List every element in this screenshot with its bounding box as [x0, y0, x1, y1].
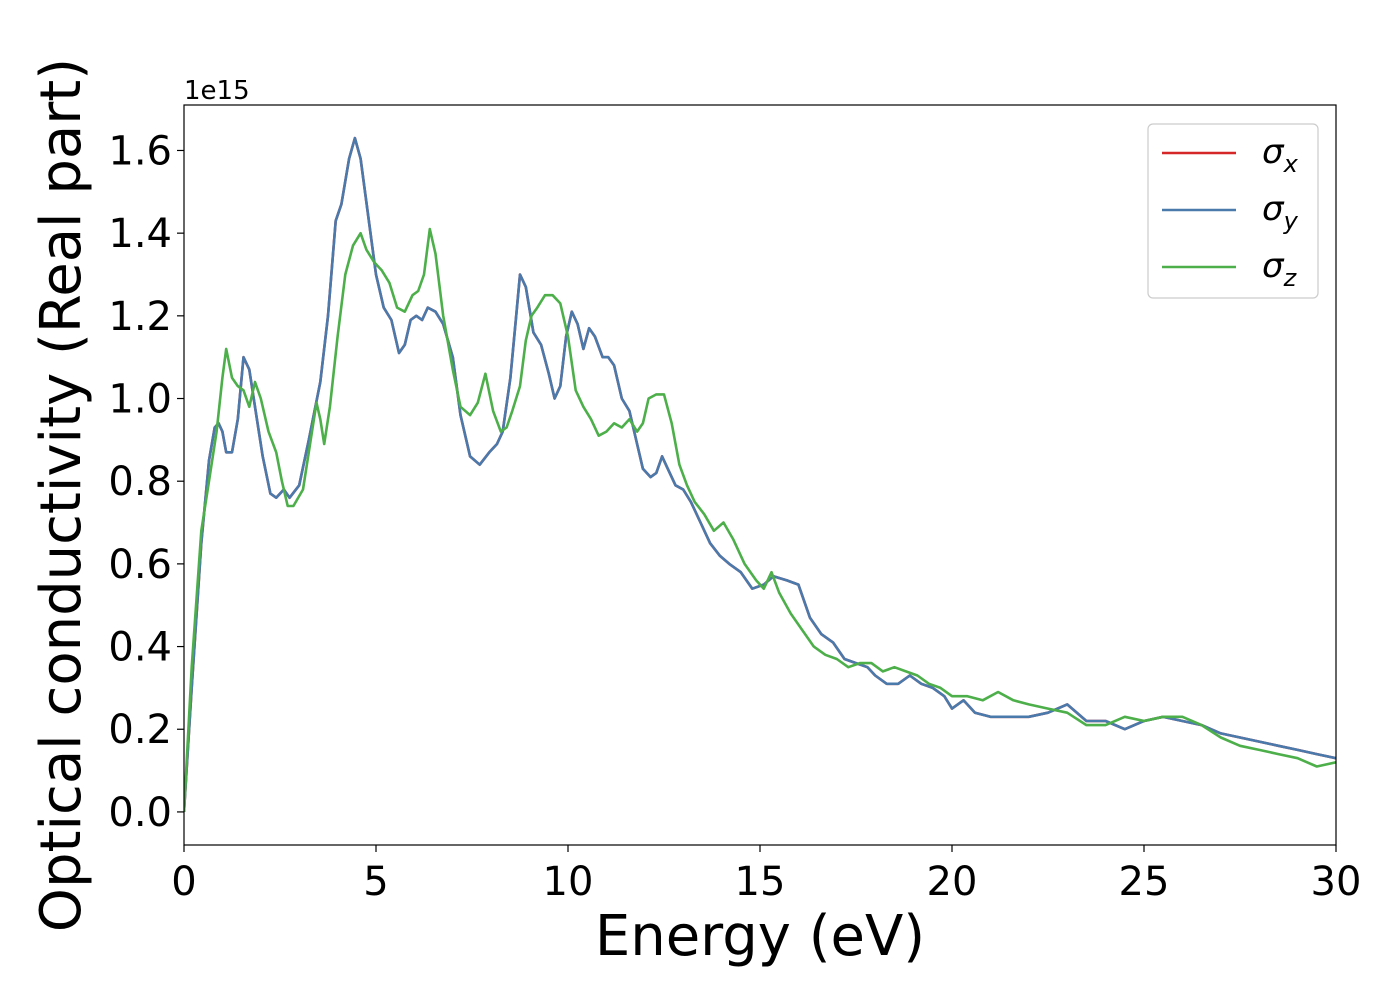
y-axis-ticks: 0.0 0.2 0.4 0.6 0.8 1.0 1.2 1.4 1.6 [108, 128, 184, 836]
legend-label-subscript: y [1283, 207, 1299, 235]
legend-label-base: σ [1262, 132, 1285, 172]
legend-item-sigma-y: σy [1162, 189, 1299, 235]
y-tick-label: 1.4 [108, 211, 172, 257]
y-tick-label: 1.2 [108, 294, 172, 340]
y-tick-label: 0.8 [108, 459, 172, 505]
x-tick-label: 10 [543, 859, 594, 905]
legend-label-base: σ [1262, 189, 1285, 229]
x-axis-ticks: 0 5 10 15 20 25 30 [171, 845, 1361, 905]
y-tick-label: 1.6 [108, 128, 172, 174]
legend-label-subscript: x [1283, 150, 1299, 178]
x-tick-label: 20 [927, 859, 978, 905]
legend-item-sigma-z: σz [1162, 246, 1298, 292]
x-tick-label: 5 [363, 859, 388, 905]
x-tick-label: 30 [1311, 859, 1362, 905]
legend-label-base: σ [1262, 246, 1285, 286]
y-tick-label: 0.2 [108, 707, 172, 753]
x-axis-label: Energy (eV) [595, 904, 925, 969]
y-tick-label: 0.0 [108, 790, 172, 836]
legend-label: σy [1262, 189, 1299, 235]
legend-item-sigma-x: σx [1162, 132, 1299, 178]
series-line-sigma-z [184, 227, 1336, 812]
y-tick-label: 0.4 [108, 625, 172, 671]
y-axis-offset-text: 1e15 [184, 76, 250, 106]
series-layer [184, 136, 1336, 812]
legend-label: σz [1262, 246, 1298, 292]
y-tick-label: 1.0 [108, 377, 172, 423]
y-tick-label: 0.6 [108, 542, 172, 588]
x-tick-label: 0 [171, 859, 196, 905]
legend-label-subscript: z [1283, 264, 1298, 292]
x-tick-label: 15 [735, 859, 786, 905]
series-line-sigma-y [184, 136, 1336, 812]
y-axis-label: Optical conductivity (Real part) [29, 58, 94, 932]
x-tick-label: 25 [1119, 859, 1170, 905]
legend-label: σx [1262, 132, 1299, 178]
